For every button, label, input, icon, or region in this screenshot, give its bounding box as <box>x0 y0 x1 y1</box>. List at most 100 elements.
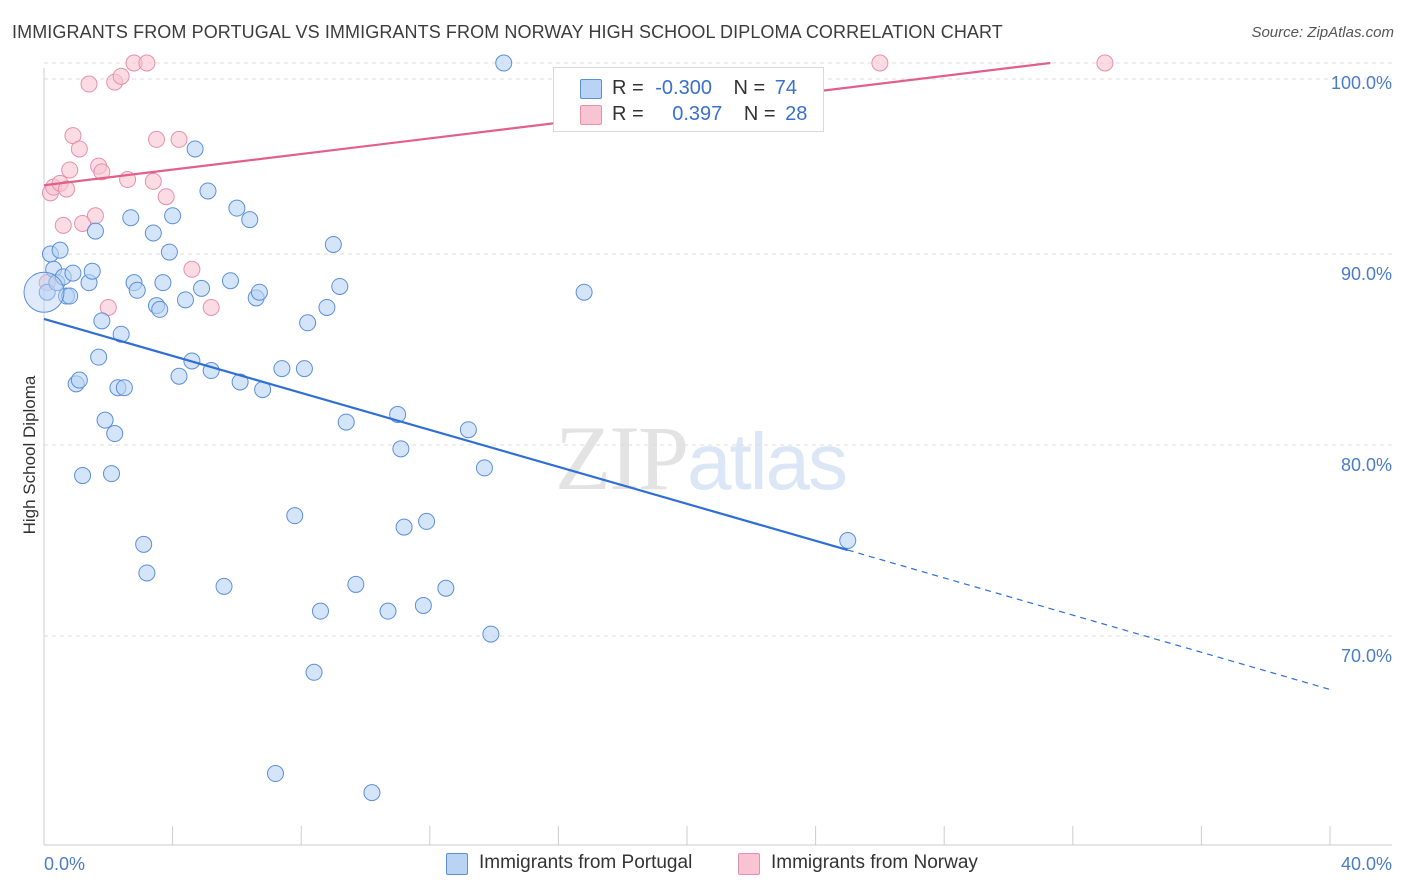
r-label: R = <box>612 77 644 99</box>
norway-point <box>183 260 201 278</box>
portugal-point <box>305 663 323 681</box>
r-value: -0.300 <box>655 77 712 99</box>
portugal-point <box>266 765 284 783</box>
watermark: ZIPatlas <box>555 405 848 511</box>
n-value: 28 <box>785 103 808 125</box>
portugal-legend-swatch <box>446 853 468 875</box>
portugal-point <box>176 291 194 309</box>
y-tick-label: 80.0% <box>1341 455 1392 475</box>
portugal-point <box>83 262 101 280</box>
portugal-point <box>164 207 182 225</box>
portugal-point <box>363 784 381 802</box>
portugal-point <box>286 507 304 525</box>
portugal-point <box>170 367 188 385</box>
norway-point <box>54 216 72 234</box>
portugal-point <box>90 348 108 366</box>
norway-point <box>86 207 104 225</box>
watermark-atlas: atlas <box>687 417 848 506</box>
norway-swatch <box>580 105 602 125</box>
tick-labels: 100.0% 90.0% 80.0% 70.0% 0.0% 40.0% <box>44 73 1392 874</box>
portugal-point <box>839 532 857 549</box>
norway-point <box>1096 54 1114 72</box>
portugal-point <box>311 602 329 620</box>
portugal-point <box>241 211 259 229</box>
n-value: 74 <box>774 77 798 99</box>
portugal-point <box>86 222 104 240</box>
chart-title: IMMIGRANTS FROM PORTUGAL VS IMMIGRANTS F… <box>12 22 1003 42</box>
portugal-trend-extension <box>847 549 1331 691</box>
portugal-point <box>160 243 178 261</box>
portugal-point <box>437 579 455 597</box>
portugal-point <box>70 371 88 389</box>
n-label: N = <box>743 103 776 125</box>
norway-point <box>58 180 76 198</box>
portugal-point <box>299 314 317 332</box>
legend-norway-stats: R = 0.397 N = 28 <box>612 103 807 126</box>
norway-point <box>93 163 111 181</box>
y-axis-label: High School Diploma <box>20 375 39 534</box>
portugal-point <box>122 209 140 227</box>
portugal-point <box>144 224 162 242</box>
source-credit: Source: ZipAtlas.com <box>1251 24 1394 41</box>
portugal-point <box>64 264 82 282</box>
portugal-point <box>250 283 268 301</box>
portugal-point <box>459 421 477 439</box>
y-tick-label: 70.0% <box>1341 646 1392 666</box>
portugal-point <box>347 575 365 593</box>
portugal-point <box>103 465 121 483</box>
portugal-point <box>221 272 239 290</box>
portugal-point-large <box>23 271 65 313</box>
norway-point <box>112 67 130 85</box>
x-tick-label: 40.0% <box>1341 854 1392 874</box>
norway-legend-label: Immigrants from Norway <box>771 852 978 873</box>
norway-point <box>157 188 175 206</box>
portugal-legend-label: Immigrants from Portugal <box>479 852 693 873</box>
norway-point <box>170 130 188 148</box>
portugal-point <box>193 279 211 297</box>
portugal-point <box>418 512 436 530</box>
portugal-point <box>273 360 291 378</box>
portugal-point <box>199 182 217 200</box>
y-tick-label: 100.0% <box>1331 73 1392 93</box>
portugal-point <box>395 518 413 536</box>
norway-point <box>144 172 162 190</box>
axis-layer <box>43 68 1392 846</box>
watermark-zip: ZIP <box>555 407 689 509</box>
norway-legend-swatch <box>738 853 760 875</box>
portugal-point <box>324 235 342 253</box>
x-tick-label: 0.0% <box>44 854 85 874</box>
portugal-point <box>379 602 397 620</box>
norway-point <box>871 54 889 72</box>
norway-point <box>61 161 79 179</box>
portugal-point <box>414 596 432 614</box>
portugal-point <box>154 274 172 292</box>
grid-layer <box>44 62 1392 637</box>
portugal-point <box>128 281 146 299</box>
portugal-point <box>61 287 79 305</box>
portugal-point <box>74 467 92 485</box>
portugal-point <box>135 535 153 553</box>
portugal-swatch <box>580 79 602 99</box>
portugal-point <box>151 300 169 318</box>
norway-point <box>80 75 98 93</box>
r-label: R = <box>612 103 644 125</box>
portugal-point <box>51 241 69 259</box>
norway-point <box>202 298 220 316</box>
r-value: 0.397 <box>672 103 723 125</box>
portugal-trend-line <box>43 317 849 552</box>
portugal-points <box>23 54 857 802</box>
norway-point <box>138 54 156 72</box>
legend-portugal-stats: R = -0.300 N = 74 <box>612 77 797 100</box>
portugal-point <box>295 360 313 378</box>
portugal-point <box>93 312 111 330</box>
norway-point <box>70 140 88 158</box>
portugal-point <box>482 625 500 643</box>
norway-point <box>74 214 92 232</box>
portugal-point <box>96 411 114 429</box>
portugal-point <box>138 564 156 582</box>
portugal-point <box>475 459 493 477</box>
trend-layer <box>43 61 1331 691</box>
correlation-legend: R = -0.300 N = 74 R = 0.397 N = 28 <box>553 67 824 132</box>
portugal-point <box>331 277 349 295</box>
